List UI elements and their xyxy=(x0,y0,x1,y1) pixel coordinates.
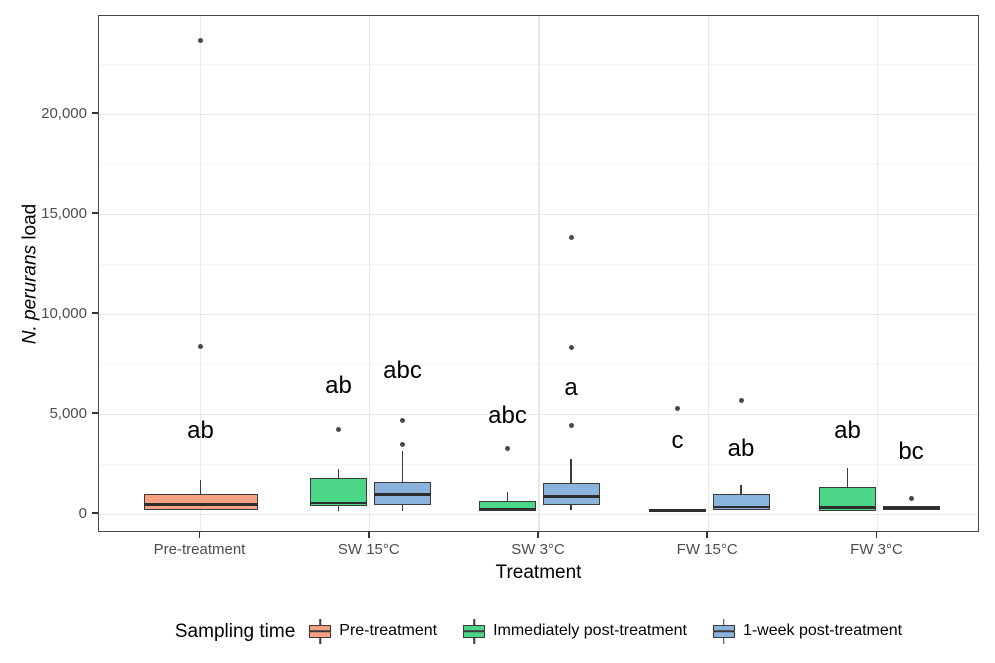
y-tick-label: 5,000 xyxy=(49,405,87,422)
significance-letter: c xyxy=(671,427,684,454)
box-upper-whisker xyxy=(506,492,509,502)
significance-letter: ab xyxy=(187,417,214,444)
significance-letter: a xyxy=(564,374,578,401)
boxplot-key-icon xyxy=(463,618,486,645)
box-upper-whisker xyxy=(570,459,572,483)
y-axis-title: N. perurans load xyxy=(19,203,41,344)
y-tick xyxy=(92,312,98,314)
legend-key-label: 1-week post-treatment xyxy=(742,622,903,639)
legend-key: 1-week post-treatment xyxy=(712,618,903,645)
box-median-line xyxy=(819,506,876,509)
outlier-point xyxy=(568,422,574,428)
box-median-line xyxy=(479,507,536,511)
boxplot-key-icon xyxy=(712,618,735,645)
gridline-vertical xyxy=(538,16,540,531)
x-tick xyxy=(537,532,539,538)
key-box xyxy=(463,624,486,638)
box-median-line xyxy=(310,501,367,505)
outlier-point xyxy=(198,37,203,43)
legend-key-label: Immediately post-treatment xyxy=(493,622,687,639)
outlier-point xyxy=(198,343,203,349)
box-median-line xyxy=(374,493,431,496)
box-median-line xyxy=(542,495,600,498)
x-tick-label: FW 3°C xyxy=(850,541,903,558)
x-tick xyxy=(706,532,708,538)
outlier-point xyxy=(568,344,574,350)
y-tick-label: 20,000 xyxy=(41,105,87,122)
y-tick-label: 0 xyxy=(78,505,87,522)
y-tick-label: 10,000 xyxy=(41,305,87,322)
boxplot-key-icon xyxy=(309,618,332,645)
boxplot-box xyxy=(143,494,258,510)
boxplot-box xyxy=(310,478,367,506)
box-lower-whisker xyxy=(570,504,572,511)
outlier-point xyxy=(738,398,744,403)
significance-letter: ab xyxy=(727,435,755,462)
legend-title: Sampling time xyxy=(174,620,296,642)
plot-panel: ab ab abc abc a c ab ab bc xyxy=(98,15,979,532)
key-median-line xyxy=(310,630,331,632)
legend-key-label: Pre-treatment xyxy=(339,622,438,639)
x-axis-title: Treatment xyxy=(495,562,582,583)
box-lower-whisker xyxy=(337,506,340,511)
x-tick-label: SW 3°C xyxy=(511,541,565,558)
gridline-vertical xyxy=(369,16,371,531)
boxplot-box xyxy=(479,501,536,512)
box-median-line xyxy=(143,503,258,506)
key-median-line xyxy=(713,630,734,632)
y-axis-title-italic: N. perurans xyxy=(19,244,41,344)
outlier-point xyxy=(568,234,574,240)
legend-key: Pre-treatment xyxy=(309,618,437,645)
significance-letter: ab xyxy=(325,372,352,399)
gridline-vertical xyxy=(199,16,202,531)
legend-key: Immediately post-treatment xyxy=(463,618,687,645)
key-median-line xyxy=(464,630,485,632)
box-lower-whisker xyxy=(401,505,404,511)
x-tick xyxy=(875,532,878,538)
box-median-line xyxy=(882,506,940,510)
x-tick-label: Pre-treatment xyxy=(153,541,246,558)
box-upper-whisker xyxy=(401,451,404,482)
significance-letter: abc xyxy=(383,357,422,384)
x-tick-label: SW 15°C xyxy=(337,541,400,558)
outlier-point xyxy=(400,441,405,447)
y-tick xyxy=(92,412,98,414)
x-tick xyxy=(368,532,370,538)
y-tick xyxy=(92,112,98,114)
x-tick-label: FW 15°C xyxy=(676,541,738,558)
significance-letter: abc xyxy=(488,402,527,429)
box-upper-whisker xyxy=(337,469,340,478)
outlier-point xyxy=(675,405,680,411)
gridline-vertical xyxy=(707,16,709,531)
key-box xyxy=(309,624,332,638)
outlier-point xyxy=(505,445,510,451)
boxplot-box xyxy=(542,482,600,505)
legend: Sampling time Pre-treatment Immediately p… xyxy=(98,611,979,651)
y-tick xyxy=(92,212,98,214)
x-tick xyxy=(198,532,201,538)
gridline-vertical xyxy=(876,16,879,531)
outlier-point xyxy=(400,417,405,423)
significance-letter: bc xyxy=(898,438,924,465)
box-upper-whisker xyxy=(199,479,202,494)
outlier-point xyxy=(908,496,914,501)
y-tick xyxy=(92,512,98,514)
y-tick-label: 15,000 xyxy=(41,205,87,222)
box-median-line xyxy=(712,505,770,509)
significance-letter: ab xyxy=(834,417,861,444)
key-box xyxy=(712,624,735,638)
box-median-line xyxy=(649,509,706,512)
outlier-point xyxy=(336,426,341,432)
box-upper-whisker xyxy=(740,485,742,494)
box-upper-whisker xyxy=(846,468,849,487)
